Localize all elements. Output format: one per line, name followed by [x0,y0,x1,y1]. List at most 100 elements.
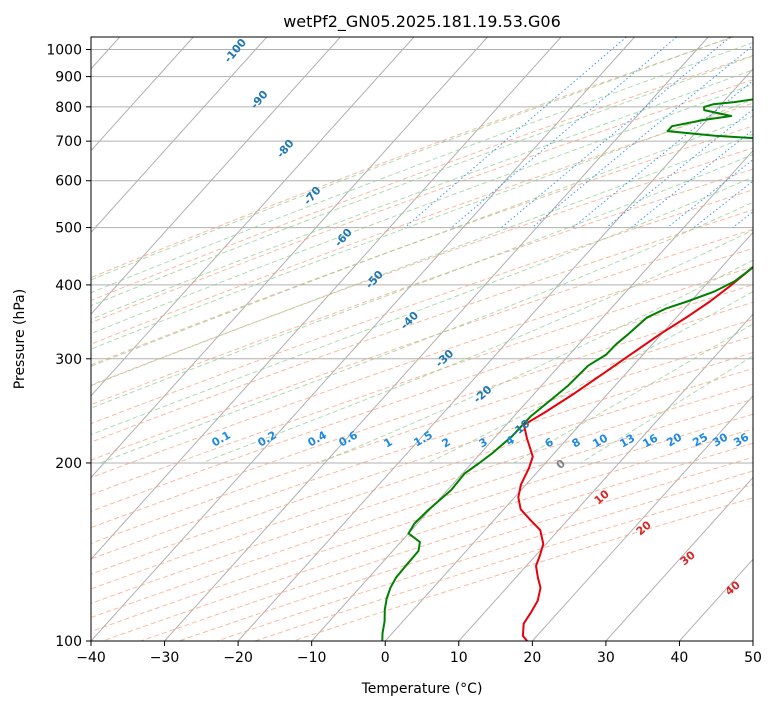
dry-adiabat-label: -50 [363,268,386,292]
isotherm-line [91,37,268,234]
dry-adiabats [91,37,753,641]
mixing-ratio-label: 0.2 [256,428,279,449]
y-tick-label: 300 [55,352,82,368]
dry-adiabat-line [91,147,753,386]
series-layer [381,98,753,641]
mixing-ratio-label: 3 [477,435,490,450]
y-tick-label: 1000 [46,43,82,59]
chart-title: wetPf2_GN05.2025.181.19.53.G06 [283,12,561,32]
dry-adiabat-label: -80 [274,137,297,161]
dry-adiabat-line [91,79,753,324]
mixing-ratio-label: 6 [543,435,556,450]
isotherm-line [311,149,753,641]
x-tick-label: 40 [671,650,689,666]
mixing-ratio-line [451,37,677,228]
x-tick-label: 50 [744,650,762,666]
isotherm-line [91,37,488,479]
y-tick-label: 600 [55,174,82,190]
mixing-ratio-line [404,37,627,228]
x-tick-label: 20 [523,650,541,666]
mixing-ratio-lines [404,37,775,228]
y-tick-label: 800 [55,100,82,116]
isotherm-line [164,37,709,641]
mixing-ratio-line [531,44,753,228]
mixing-ratio-label: 2 [440,435,453,450]
x-tick-label: −40 [76,650,106,666]
x-tick-label: −10 [297,650,327,666]
mixing-ratio-label: 30 [710,430,730,449]
isotherm-line [91,37,635,641]
mixing-ratio-line [501,37,731,228]
dry-adiabat-label: -30 [433,347,457,370]
profile-line-1 [381,98,753,641]
y-tick-label: 900 [55,70,82,86]
isobar-grid [91,49,753,641]
moist-adiabat-line [513,323,753,464]
dry-adiabat-label: -20 [471,383,495,406]
mixing-ratio-line [572,80,753,228]
dry-adiabat-line [91,209,753,443]
y-tick-label: 100 [55,634,82,650]
isotherm-line [458,313,753,641]
mixing-ratio-line [693,180,753,228]
moist-adiabat-line [91,176,753,436]
y-axis-label: Pressure (hPa) [12,289,28,389]
moist-adiabat-label: 0 [554,457,568,472]
isotherm-line [752,640,753,641]
profile-line-0 [517,265,753,641]
y-tick-label: 500 [55,221,82,237]
x-tick-label: −30 [150,650,180,666]
moist-adiabat-line [91,98,753,350]
dry-adiabat-label: -60 [332,226,355,250]
y-tick-label: 700 [55,134,82,150]
moist-adiabat-line [91,55,753,307]
y-axis: 100 200 300 400 500 600 700 800 900 1000 [46,43,91,650]
isotherm-line [384,231,753,641]
moist-adiabat-label: 20 [634,518,654,538]
isotherm-line [237,68,753,641]
mixing-ratio-label: 20 [664,430,684,449]
background-lines [91,37,775,641]
mixing-ratio-label: 0.6 [337,428,361,449]
mixing-ratio-label: 1 [382,435,395,450]
mixing-ratio-line [761,37,775,228]
mixing-ratio-label: 36 [731,430,751,449]
moist-adiabat-label: 30 [678,548,698,568]
moist-adiabat-line [91,83,753,335]
moist-adiabat-line [91,37,732,281]
dry-adiabat-label: -90 [248,88,271,112]
mixing-ratio-label: 1.5 [412,428,435,449]
isotherm-line [91,37,341,315]
plot-frame [90,36,754,642]
moist-adiabat-line [100,201,753,464]
isotherm-lines [91,37,753,641]
dry-adiabat-line [91,413,753,633]
isotherm-line [91,37,194,152]
dry-adiabat-label: -70 [301,184,324,208]
dry-adiabat-line [91,125,753,366]
moist-adiabat-line [91,153,753,409]
dry-adiabat-line [102,428,753,641]
x-tick-label: 10 [450,650,468,666]
dry-adiabat-line [91,398,753,619]
moist-adiabats [91,37,753,464]
isotherm-line [605,476,753,641]
moist-adiabat-line [91,69,753,320]
dry-adiabat-line [91,189,753,425]
mixing-ratio-label: 10 [590,431,610,450]
mixing-ratio-label: 0.4 [306,428,330,449]
mixing-ratio-label: 0.1 [210,428,233,449]
dry-adiabat-label: -40 [398,309,421,332]
moist-adiabat-line [91,41,753,294]
dry-adiabat-line [91,54,753,302]
dry-adiabat-line [292,497,753,641]
mixing-ratio-line [630,129,753,228]
x-tick-label: 30 [597,650,615,666]
x-tick-label: 0 [381,650,390,666]
isotherm-line [91,37,562,561]
isotherm-line [91,37,415,397]
dry-adiabat-line [91,168,753,406]
dry-adiabat-line [91,228,753,461]
y-tick-label: 200 [55,456,82,472]
